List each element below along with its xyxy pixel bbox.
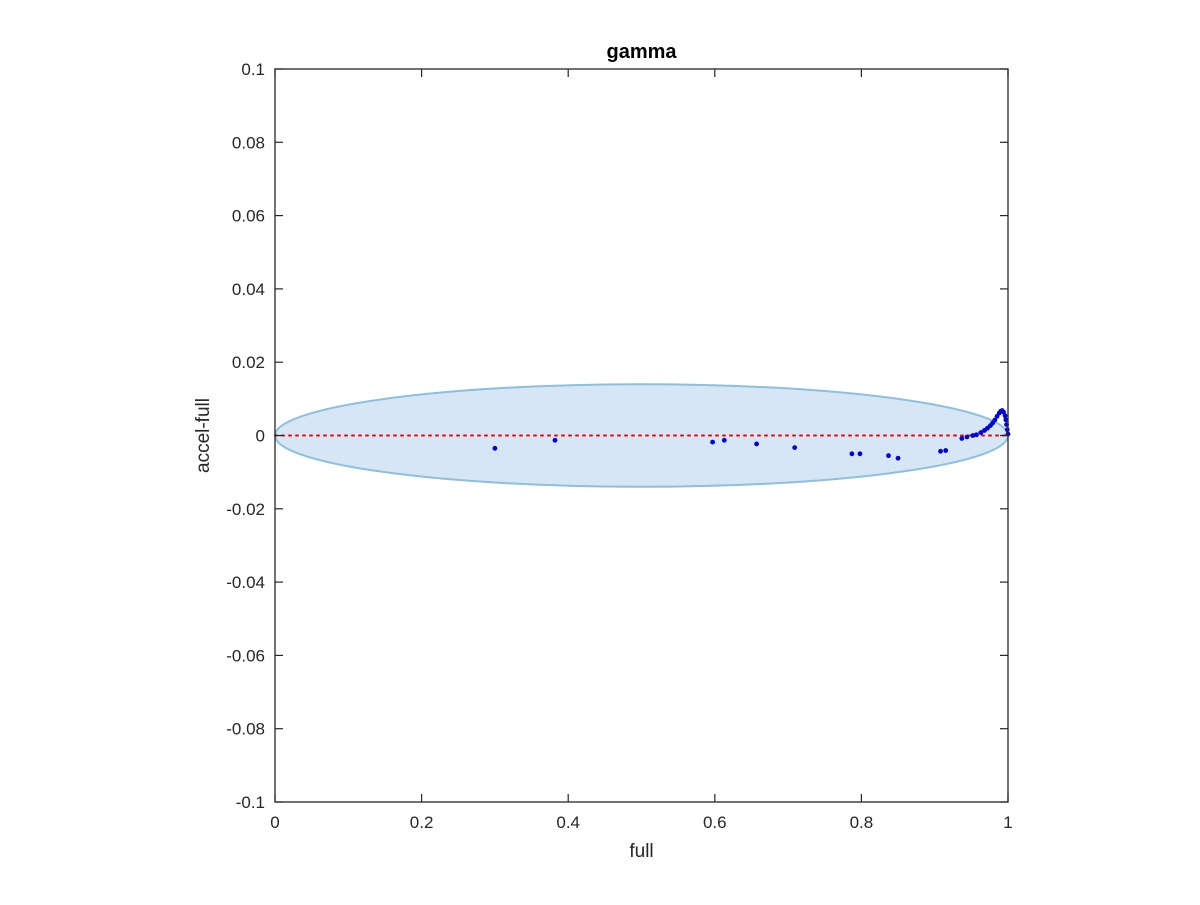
data-point-10: [938, 448, 943, 454]
points-layer: [492, 408, 1011, 461]
data-point-4: [754, 441, 759, 447]
y-tick-label-8: 0.06: [232, 207, 265, 226]
data-point-16: [978, 430, 984, 435]
data-point-15: [974, 432, 979, 438]
data-point-14: [970, 433, 976, 438]
y-tick-label-1: -0.08: [226, 720, 265, 739]
data-point-11: [943, 448, 949, 453]
data-point-7: [857, 451, 863, 457]
data-point-5: [792, 445, 798, 450]
data-point-3: [721, 437, 727, 443]
data-point-0: [492, 445, 498, 451]
y-tick-label-9: 0.08: [232, 133, 265, 152]
y-tick-label-5: 0: [256, 427, 265, 446]
data-point-30: [1004, 427, 1010, 433]
y-tick-label-4: -0.02: [226, 500, 265, 519]
x-tick-label-2: 0.4: [556, 813, 580, 832]
data-point-12: [959, 436, 965, 441]
x-tick-label-4: 0.8: [850, 813, 874, 832]
data-point-26: [1001, 409, 1007, 415]
y-tick-label-10: 0.1: [241, 60, 265, 79]
y-axis-label: accel-full: [193, 398, 214, 473]
y-tick-label-7: 0.04: [232, 280, 265, 299]
y-tick-label-3: -0.04: [226, 573, 265, 592]
data-point-1: [552, 437, 558, 443]
x-tick-label-3: 0.6: [703, 813, 727, 832]
data-point-21: [992, 417, 998, 423]
y-tick-label-6: 0.02: [232, 353, 265, 372]
y-tick-label-0: -0.1: [236, 793, 265, 812]
data-point-2: [710, 439, 716, 445]
ticks-layer: 0 0.2 0.4 0.6 0.8 1 -0.1 -0.08 -0.06 -0.04 -0.02 0 0…: [226, 60, 1012, 832]
x-tick-label-1: 0.2: [410, 813, 434, 832]
data-point-27: [1002, 413, 1008, 419]
x-tick-label-0: 0: [270, 813, 279, 832]
x-tick-label-5: 1: [1003, 813, 1012, 832]
chart-title: gamma: [606, 41, 677, 63]
y-tick-label-2: -0.06: [226, 646, 265, 665]
data-point-8: [886, 453, 891, 459]
x-axis-label: full: [629, 841, 653, 862]
data-point-6: [849, 451, 855, 457]
data-point-13: [964, 434, 970, 440]
data-point-9: [895, 455, 901, 461]
data-point-28: [1003, 417, 1009, 423]
